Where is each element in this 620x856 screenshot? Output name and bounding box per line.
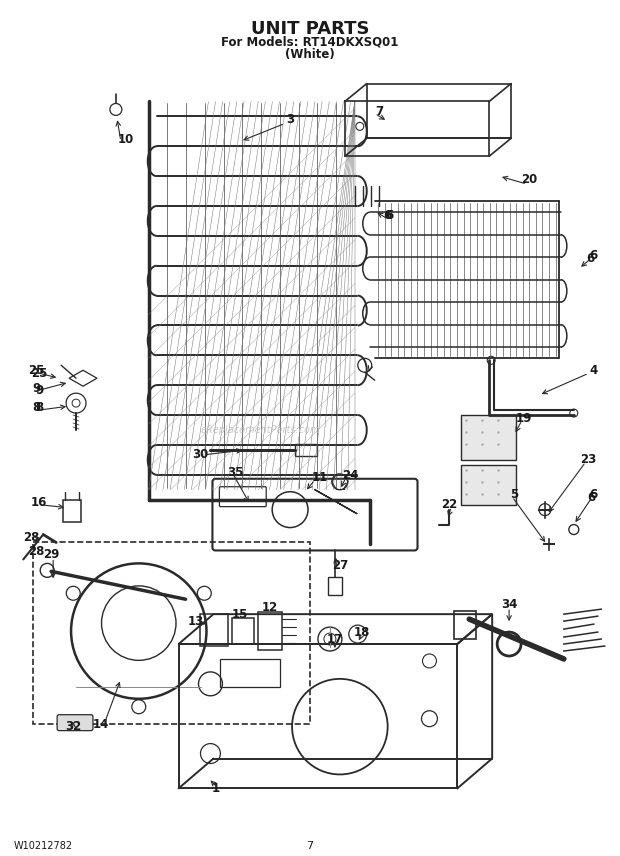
Text: 16: 16 bbox=[31, 496, 47, 509]
Text: 14: 14 bbox=[93, 718, 109, 731]
Text: 15: 15 bbox=[232, 608, 249, 621]
Text: (White): (White) bbox=[285, 48, 335, 61]
Text: 5: 5 bbox=[510, 488, 518, 502]
Text: 25: 25 bbox=[28, 364, 45, 377]
Text: 6: 6 bbox=[386, 210, 394, 223]
Text: 8: 8 bbox=[35, 401, 43, 413]
Text: 7: 7 bbox=[306, 841, 314, 851]
Text: 11: 11 bbox=[312, 472, 328, 484]
Text: 12: 12 bbox=[262, 601, 278, 614]
Text: 7: 7 bbox=[376, 105, 384, 118]
Text: 10: 10 bbox=[118, 133, 134, 146]
Text: 9: 9 bbox=[32, 382, 40, 395]
Text: 6: 6 bbox=[590, 488, 598, 502]
Text: 17: 17 bbox=[327, 633, 343, 645]
Text: 30: 30 bbox=[192, 449, 208, 461]
Text: 13: 13 bbox=[187, 615, 203, 627]
Text: 28: 28 bbox=[23, 531, 40, 544]
FancyBboxPatch shape bbox=[57, 715, 93, 731]
Text: 23: 23 bbox=[580, 454, 597, 467]
Text: 6: 6 bbox=[587, 253, 595, 265]
Text: 29: 29 bbox=[43, 548, 60, 561]
Text: For Models: RT14DKXSQ01: For Models: RT14DKXSQ01 bbox=[221, 36, 399, 49]
FancyBboxPatch shape bbox=[461, 415, 516, 460]
Text: 1: 1 bbox=[211, 782, 219, 795]
Text: 34: 34 bbox=[501, 597, 517, 610]
Text: W10212782: W10212782 bbox=[14, 841, 73, 851]
Text: eReplacementParts.com: eReplacementParts.com bbox=[200, 425, 320, 435]
Text: 8: 8 bbox=[32, 401, 40, 413]
Text: 27: 27 bbox=[332, 559, 348, 572]
Text: 25: 25 bbox=[31, 366, 47, 380]
Text: 19: 19 bbox=[516, 412, 532, 425]
Text: 35: 35 bbox=[227, 467, 244, 479]
Text: 6: 6 bbox=[588, 491, 596, 504]
Text: 22: 22 bbox=[441, 498, 458, 511]
Text: 18: 18 bbox=[353, 626, 370, 639]
Text: 3: 3 bbox=[286, 113, 294, 126]
Text: 6: 6 bbox=[590, 249, 598, 262]
Text: 28: 28 bbox=[28, 545, 45, 558]
Text: UNIT PARTS: UNIT PARTS bbox=[250, 20, 370, 38]
Text: 4: 4 bbox=[590, 364, 598, 377]
Text: 24: 24 bbox=[342, 469, 358, 482]
Text: 6: 6 bbox=[384, 210, 392, 223]
Text: 20: 20 bbox=[521, 173, 537, 186]
Text: 32: 32 bbox=[65, 720, 81, 733]
FancyBboxPatch shape bbox=[461, 465, 516, 505]
Text: 9: 9 bbox=[35, 383, 43, 396]
